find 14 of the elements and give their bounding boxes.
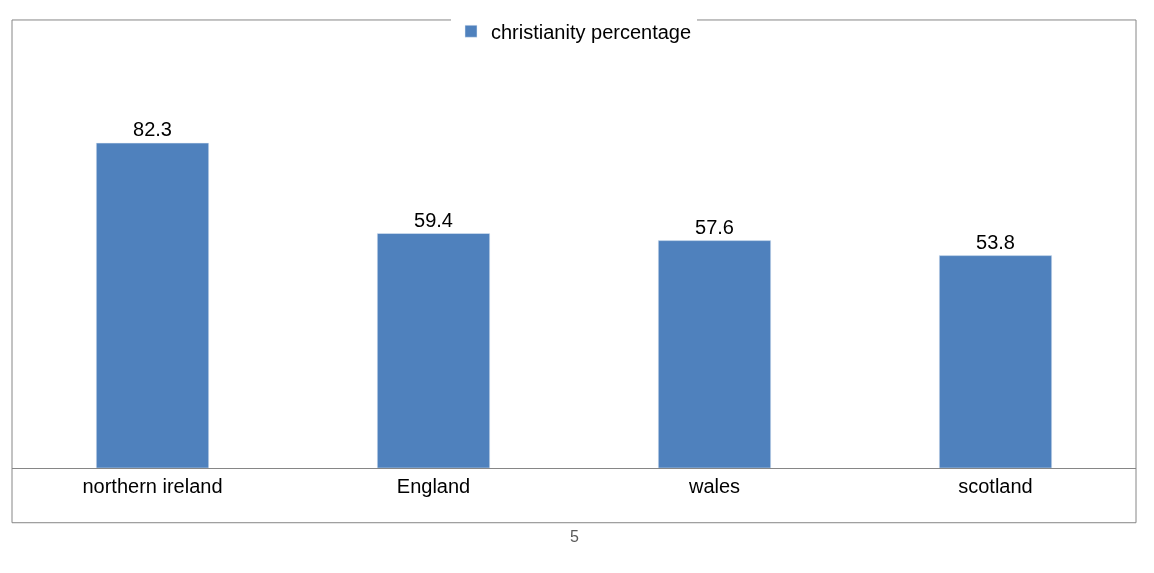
x-tick-label: wales (687, 475, 741, 497)
bar (377, 233, 490, 468)
data-label: 82.3 (133, 118, 172, 141)
bar (658, 240, 771, 468)
legend-label: christianity percentage (491, 21, 692, 44)
x-tick-label: England (396, 475, 471, 497)
data-label: 57.6 (695, 215, 734, 238)
text: 5 (570, 528, 579, 545)
bar (96, 142, 209, 468)
x-tick-label: scotland (958, 475, 1033, 497)
x-tick-label: northern ireland (82, 475, 223, 497)
bar (939, 255, 1052, 468)
data-label: 59.4 (414, 208, 453, 231)
data-label: 53.8 (976, 230, 1015, 253)
